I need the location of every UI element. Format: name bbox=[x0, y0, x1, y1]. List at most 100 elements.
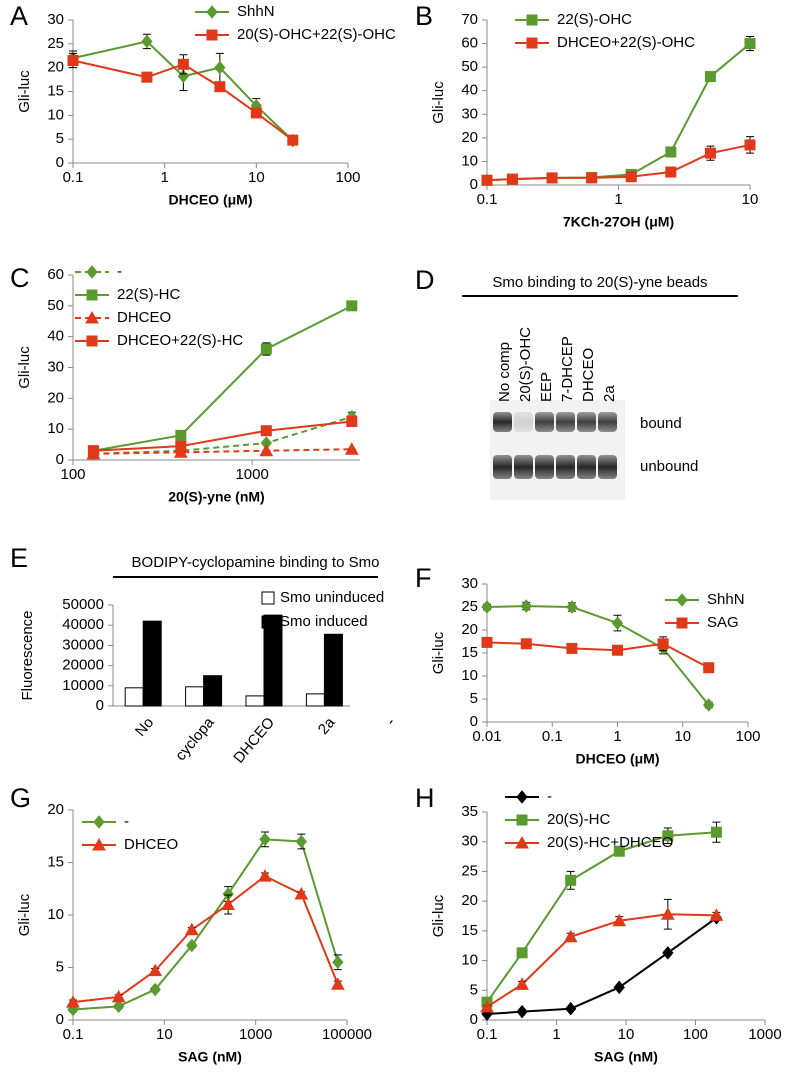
legend-label: Smo uninduced bbox=[280, 589, 384, 606]
panel-letter: A bbox=[10, 1, 28, 31]
marker bbox=[175, 429, 187, 441]
legend-swatch bbox=[261, 615, 275, 629]
x-tick-label: 1000 bbox=[239, 1026, 272, 1043]
marker bbox=[294, 886, 309, 900]
legend-swatch bbox=[261, 591, 275, 605]
marker bbox=[177, 58, 189, 70]
x-axis-label: DHCEO (μM) bbox=[576, 751, 660, 767]
bar bbox=[305, 693, 325, 707]
bar bbox=[124, 687, 144, 707]
y-tick-label: 30 bbox=[47, 358, 64, 375]
marker bbox=[287, 134, 299, 146]
y-tick-label: 0 bbox=[96, 697, 104, 714]
y-tick-label: 5 bbox=[470, 690, 478, 707]
x-tick-label: 1 bbox=[552, 1026, 560, 1043]
x-tick-label: 1 bbox=[614, 191, 622, 208]
marker bbox=[611, 616, 624, 630]
y-tick-label: 40 bbox=[47, 328, 64, 345]
series-line bbox=[486, 913, 717, 1008]
marker bbox=[260, 343, 272, 355]
y-tick-label: 20 bbox=[461, 621, 478, 638]
x-tick-label: 1000 bbox=[748, 1026, 781, 1043]
legend-marker bbox=[92, 837, 106, 851]
x-tick-label: 100000 bbox=[322, 1026, 372, 1043]
y-tick-label: 30 bbox=[461, 833, 478, 850]
marker bbox=[221, 897, 236, 910]
x-tick-label: 0.1 bbox=[542, 728, 563, 745]
y-tick-label: 15 bbox=[47, 853, 64, 870]
gel-band bbox=[535, 455, 554, 479]
legend-label: DHCEO bbox=[124, 836, 178, 853]
bar bbox=[185, 686, 205, 707]
marker bbox=[332, 955, 344, 970]
marker bbox=[141, 71, 153, 83]
panel-letter: C bbox=[10, 263, 30, 293]
marker bbox=[149, 982, 161, 997]
gel-band bbox=[493, 412, 512, 432]
marker bbox=[612, 913, 627, 927]
legend-label: DHCEO+22(S)-OHC bbox=[557, 34, 695, 51]
y-tick-label: 15 bbox=[461, 922, 478, 939]
series-line bbox=[486, 143, 751, 182]
y-tick-label: 40000 bbox=[62, 616, 104, 633]
legend-label: 22(S)-OHC bbox=[557, 11, 632, 28]
marker bbox=[516, 947, 528, 959]
marker bbox=[662, 830, 674, 842]
legend-label: - bbox=[547, 788, 552, 805]
x-tick-label: 100 bbox=[60, 466, 85, 483]
y-tick-label: 10 bbox=[461, 152, 478, 169]
marker bbox=[703, 662, 715, 674]
marker bbox=[66, 995, 80, 1008]
series-line bbox=[72, 874, 339, 1004]
gel-band bbox=[535, 412, 554, 432]
legend-marker bbox=[93, 815, 105, 829]
marker bbox=[665, 166, 677, 178]
gel-band bbox=[598, 412, 617, 432]
legend-marker bbox=[516, 814, 528, 826]
marker bbox=[613, 845, 625, 857]
marker bbox=[546, 172, 558, 184]
marker bbox=[657, 638, 669, 650]
marker bbox=[141, 34, 153, 49]
series-line bbox=[486, 641, 710, 669]
legend-label: 20(S)-OHC+22(S)-OHC bbox=[237, 26, 396, 43]
y-tick-label: 20 bbox=[47, 59, 64, 76]
marker bbox=[520, 599, 532, 613]
x-tick-label: 10 bbox=[742, 191, 759, 208]
marker bbox=[710, 826, 722, 838]
y-tick-label: 0 bbox=[470, 1011, 478, 1028]
legend-marker bbox=[206, 29, 218, 41]
series-line bbox=[93, 304, 353, 452]
marker bbox=[612, 644, 623, 656]
legend-marker bbox=[515, 835, 529, 849]
gel-band bbox=[577, 455, 596, 479]
x-tick-label: 0.1 bbox=[63, 169, 84, 186]
y-tick-label: 50 bbox=[461, 58, 478, 75]
x-axis-label: DHCEO (μM) bbox=[169, 192, 253, 208]
marker bbox=[515, 977, 529, 990]
marker bbox=[744, 38, 756, 50]
marker bbox=[481, 174, 493, 186]
y-tick-label: 15 bbox=[47, 82, 64, 99]
y-tick-label: 30 bbox=[461, 105, 478, 122]
x-tick-label: - bbox=[383, 714, 399, 729]
y-tick-label: 50000 bbox=[62, 596, 104, 613]
legend-marker bbox=[516, 790, 528, 804]
legend-marker bbox=[85, 310, 99, 324]
lane-label: No comp bbox=[496, 342, 513, 402]
x-tick-label: 10 bbox=[156, 1026, 173, 1043]
lane-label: 7-DHCEP bbox=[559, 336, 576, 402]
bar bbox=[245, 695, 265, 707]
marker bbox=[704, 71, 716, 83]
series-line bbox=[93, 420, 352, 452]
x-tick-label: 10 bbox=[618, 1026, 635, 1043]
x-tick-label: 1 bbox=[160, 169, 168, 186]
y-tick-label: 5 bbox=[56, 130, 64, 147]
marker bbox=[703, 698, 715, 712]
legend-marker bbox=[86, 289, 98, 301]
legend-label: 22(S)-HC bbox=[117, 286, 181, 303]
y-tick-label: 25 bbox=[47, 35, 64, 52]
marker bbox=[250, 107, 262, 119]
legend-label: Smo induced bbox=[280, 613, 368, 630]
y-tick-label: 5 bbox=[56, 958, 64, 975]
